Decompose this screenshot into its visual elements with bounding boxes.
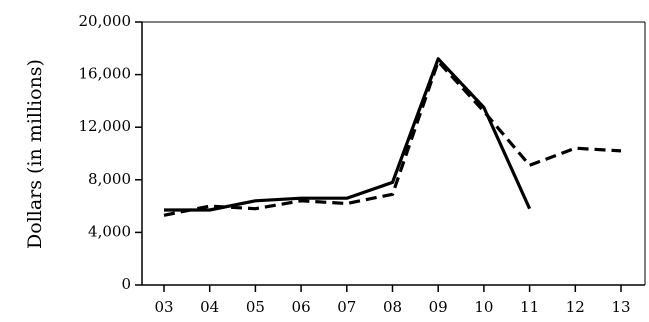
plot-frame bbox=[141, 21, 646, 286]
x-tick-label: 03 bbox=[154, 298, 173, 316]
x-tick-label: 04 bbox=[200, 298, 219, 316]
y-axis-ticks: 0 4,000 8,000 12,000 16,000 20,000 bbox=[79, 12, 142, 293]
y-tick-label: 4,000 bbox=[88, 222, 131, 240]
y-tick-label: 12,000 bbox=[79, 117, 132, 135]
x-tick-label: 06 bbox=[292, 298, 311, 316]
y-tick-label: 20,000 bbox=[79, 12, 132, 30]
x-tick-label: 05 bbox=[246, 298, 265, 316]
dashed-series-line bbox=[163, 59, 622, 217]
x-tick-label: 13 bbox=[611, 298, 630, 316]
y-tick-label: 8,000 bbox=[88, 170, 131, 188]
y-tick-label: 16,000 bbox=[79, 65, 132, 83]
x-tick-label: 12 bbox=[566, 298, 585, 316]
series-lines bbox=[163, 57, 622, 217]
x-tick-label: 07 bbox=[337, 298, 356, 316]
x-tick-label: 08 bbox=[383, 298, 402, 316]
x-tick-label: 09 bbox=[429, 298, 448, 316]
x-tick-label: 11 bbox=[520, 298, 539, 316]
solid-series-line bbox=[164, 57, 532, 212]
x-axis-ticks: 03 04 05 06 07 08 09 10 11 12 13 bbox=[154, 285, 631, 316]
y-axis-title: Dollars (in millions) bbox=[24, 59, 46, 249]
x-tick-label: 10 bbox=[474, 298, 493, 316]
y-tick-label: 0 bbox=[121, 275, 131, 293]
